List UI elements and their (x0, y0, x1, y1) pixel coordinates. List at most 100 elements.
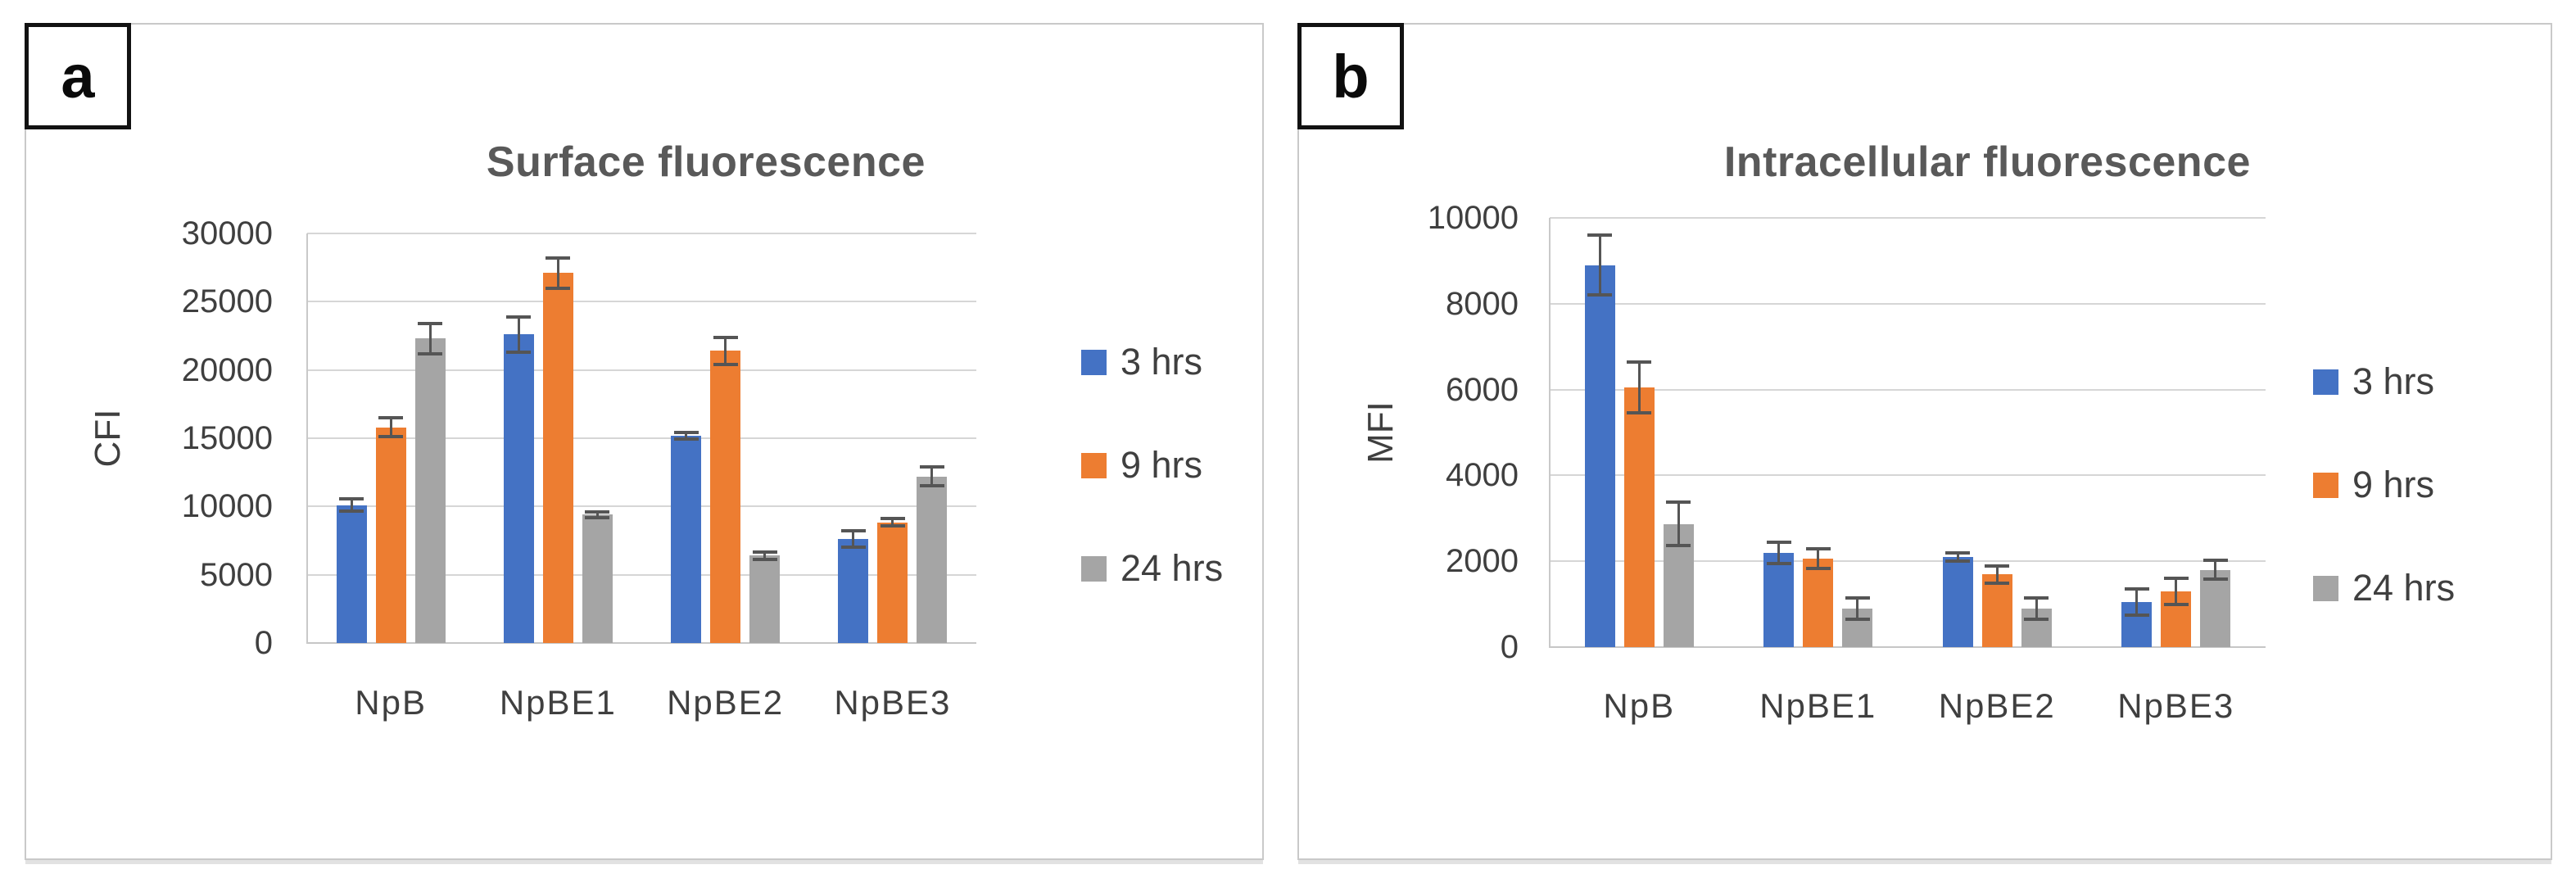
plot-area-a: 30000 25000 20000 15000 10000 5000 0 NpB NpBE1 Np… (26, 25, 1262, 858)
bar (1763, 552, 1795, 647)
legend-label: 24 hrs (2352, 567, 2456, 609)
bar (582, 514, 613, 643)
gridline (307, 437, 976, 439)
error-bar-cap-bottom (585, 515, 610, 519)
error-bar-cap-bottom (378, 435, 404, 439)
error-bar-line (1856, 597, 1859, 619)
x-category-label: NpBE2 (667, 683, 785, 722)
legend-label: 9 hrs (1120, 444, 1203, 486)
panel-label-box-a: a (25, 23, 131, 129)
error-bar-cap-bottom (880, 523, 905, 528)
error-bar-line (2135, 589, 2139, 615)
error-bar-cap-bottom (2203, 577, 2228, 582)
panel-b: b Intracellular fluorescence MFI 10000 80… (1297, 23, 2552, 860)
error-bar-cap-top (585, 510, 610, 514)
error-bar-cap-top (1766, 540, 1791, 544)
bar (2200, 569, 2231, 647)
y-axis-title-a: CFI (88, 409, 128, 468)
x-category-label: NpBE3 (834, 683, 952, 722)
error-bar-line (1995, 565, 1999, 583)
error-bar-line (763, 552, 767, 559)
error-bar-cap-bottom (339, 509, 364, 514)
error-bar-cap-bottom (418, 351, 443, 355)
x-category-label: NpB (1603, 686, 1676, 725)
y-tick-label: 0 (254, 625, 273, 661)
y-tick-label: 10000 (1427, 200, 1519, 236)
y-tick-label: 8000 (1446, 285, 1519, 322)
legend-label: 24 hrs (1120, 547, 1224, 589)
legend-swatch-orange (1081, 452, 1107, 478)
y-tick-label: 0 (1500, 629, 1519, 665)
bar (414, 338, 446, 643)
error-bar-cap-top (418, 322, 443, 325)
x-category-label: NpBE1 (499, 683, 617, 722)
error-bar-line (1817, 549, 1820, 569)
bar (710, 351, 741, 643)
x-category-label: NpBE2 (1938, 686, 2056, 725)
gridline (307, 233, 976, 234)
error-bar-cap-top (1945, 550, 1971, 555)
gridline (1550, 560, 2266, 563)
legend-item: 3 hrs (2313, 360, 2455, 403)
error-bar-cap-top (1985, 564, 2010, 568)
error-bar-line (1598, 234, 1601, 296)
error-bar-line (1637, 361, 1641, 414)
error-bar-cap-bottom (2124, 613, 2149, 617)
legend-label: 9 hrs (2352, 464, 2435, 505)
error-bar-line (517, 316, 520, 352)
error-bar-cap-top (1627, 360, 1652, 364)
error-bar-cap-bottom (2024, 617, 2049, 621)
error-bar-line (852, 531, 855, 548)
error-bar-cap-top (2024, 595, 2049, 600)
error-bar-cap-bottom (752, 557, 777, 561)
error-bar-cap-bottom (1627, 411, 1652, 415)
error-bar-cap-top (339, 497, 364, 501)
x-category-label: NpBE1 (1759, 686, 1877, 725)
legend-label: 3 hrs (2352, 360, 2435, 402)
bar (749, 555, 781, 643)
error-bar-cap-top (919, 465, 944, 469)
error-bar-line (350, 499, 353, 512)
y-tick-label: 15000 (181, 420, 273, 456)
error-bar-line (2175, 578, 2178, 605)
y-tick-label: 2000 (1446, 543, 1519, 580)
error-bar-cap-top (880, 517, 905, 521)
gridline (307, 505, 976, 508)
y-tick-label: 5000 (200, 556, 273, 593)
error-bar-cap-top (1587, 233, 1613, 237)
legend: 3 hrs 9 hrs 24 hrs (1081, 341, 1223, 590)
bar (375, 427, 406, 643)
bar (671, 435, 702, 643)
error-bar-cap-top (752, 550, 777, 555)
gridline (1550, 646, 2266, 648)
error-bar-line (685, 432, 688, 439)
error-bar-line (595, 512, 599, 518)
legend-item: 9 hrs (1081, 444, 1223, 487)
legend-item: 3 hrs (1081, 341, 1223, 383)
panel-label-b: b (1332, 42, 1369, 111)
error-bar-cap-bottom (673, 437, 699, 441)
error-bar-line (389, 418, 392, 437)
y-axis-line (306, 233, 308, 644)
error-bar-cap-top (2163, 577, 2189, 581)
error-bar-cap-bottom (1766, 561, 1791, 565)
error-bar-line (2035, 597, 2038, 619)
bar (838, 539, 869, 643)
y-axis-line (1549, 218, 1551, 648)
legend-swatch-blue (1081, 349, 1107, 375)
error-bar-cap-bottom (1587, 293, 1613, 297)
error-bar-cap-top (546, 256, 571, 260)
y-tick-label: 30000 (181, 215, 273, 251)
error-bar-cap-bottom (1666, 543, 1691, 547)
bar (1623, 387, 1655, 647)
y-tick-label: 6000 (1446, 371, 1519, 408)
error-bar-line (724, 337, 727, 365)
x-category-label: NpBE3 (2117, 686, 2235, 725)
legend-item: 9 hrs (2313, 464, 2455, 506)
bar (1942, 556, 1973, 647)
chart-title-b: Intracellular fluorescence (1723, 138, 2251, 186)
y-tick-label: 10000 (181, 488, 273, 525)
error-bar-cap-bottom (840, 546, 866, 550)
error-bar-cap-bottom (2163, 602, 2189, 606)
